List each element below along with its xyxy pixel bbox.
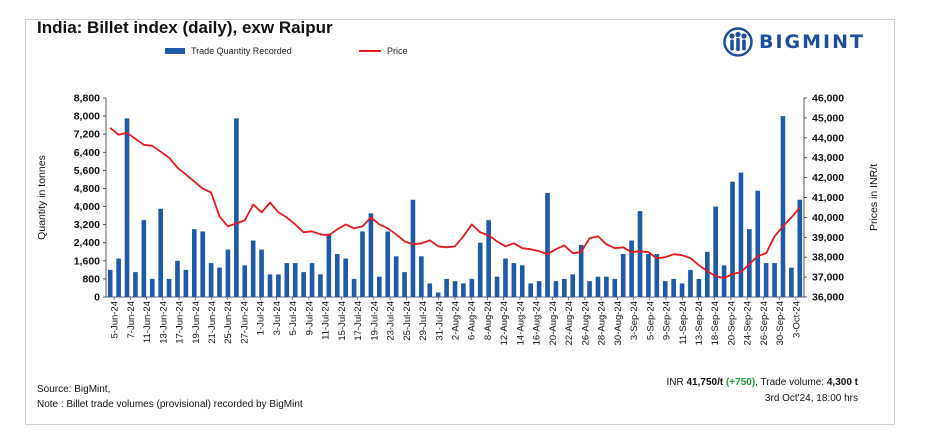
legend-bar-entry: Trade Quantity Recorded	[165, 46, 292, 56]
note-text: Note : Billet trade volumes (provisional…	[37, 399, 303, 410]
summary-price-prefix: INR	[666, 377, 687, 388]
legend-line-label: Price	[387, 46, 408, 56]
summary-price: 41,750/t	[686, 377, 724, 388]
chart-title: India: Billet index (daily), exw Raipur	[37, 18, 333, 37]
chart-frame	[25, 19, 895, 425]
summary-volume-label: , Trade volume:	[755, 377, 827, 388]
summary-volume: 4,300 t	[826, 377, 858, 388]
legend-line-entry: Price	[359, 46, 408, 56]
price-summary: INR 41,750/t (+750), Trade volume: 4,300…	[666, 377, 858, 388]
bigmint-emblem-icon	[723, 27, 753, 57]
summary-timestamp: 3rd Oct'24, 18:00 hrs	[764, 393, 858, 404]
legend-bar-label: Trade Quantity Recorded	[191, 46, 292, 56]
bigmint-logo: BIGMINT	[723, 27, 865, 57]
summary-change: (+750)	[725, 377, 756, 388]
brand-name: BIGMINT	[759, 31, 865, 53]
legend-bar-swatch	[165, 48, 185, 54]
legend-line-swatch	[359, 50, 381, 52]
source-text: Source: BigMint,	[37, 384, 111, 395]
